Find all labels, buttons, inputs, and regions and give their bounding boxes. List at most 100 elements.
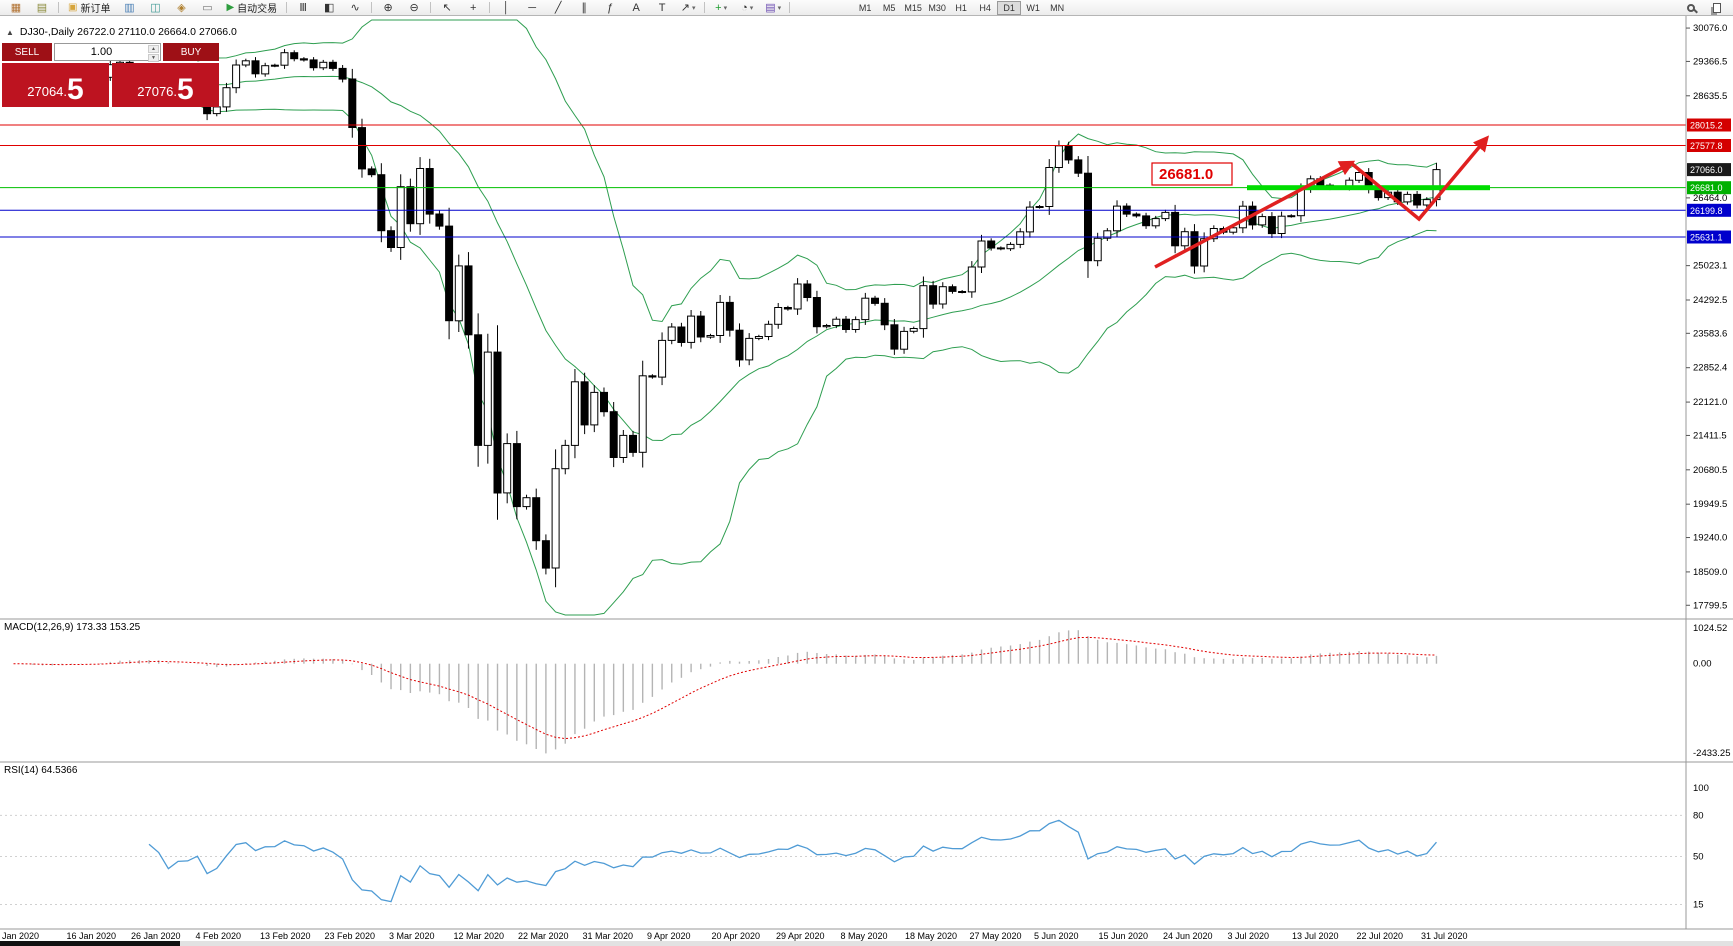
toolbar-separator bbox=[489, 2, 491, 13]
candle-body bbox=[222, 87, 231, 108]
candle-body bbox=[938, 286, 947, 305]
trend-arrow-2[interactable] bbox=[1349, 135, 1490, 222]
periods-icon: ◔ bbox=[741, 1, 748, 14]
autotrading-button[interactable]: ▶ 自动交易 bbox=[220, 1, 283, 15]
dropdown-arrow-icon: ▾ bbox=[749, 4, 754, 12]
cursor-icon: ↖ bbox=[442, 2, 452, 14]
zoom-out-icon: ⊖ bbox=[409, 2, 419, 14]
timeframe-h1[interactable]: H1 bbox=[955, 2, 967, 13]
new-order-button[interactable]: ▣ 新订单 bbox=[62, 1, 116, 15]
timeframe-d1[interactable]: D1 bbox=[997, 0, 1022, 15]
zoom-out-icon[interactable]: ⊖ bbox=[401, 1, 427, 15]
candlestick-type-icon[interactable]: ◧ bbox=[316, 1, 342, 15]
candle-body bbox=[1161, 211, 1170, 220]
profiles-icon[interactable]: ▤ bbox=[29, 1, 55, 15]
navigator-icon[interactable]: ◈ bbox=[168, 1, 194, 15]
trendline-icon[interactable]: ╱ bbox=[545, 1, 571, 15]
price-tag-label: 26199.8 bbox=[1690, 206, 1723, 216]
timeframe-w1[interactable]: W1 bbox=[1026, 2, 1040, 13]
timeframe-h4[interactable]: H4 bbox=[979, 2, 991, 13]
buy-button[interactable]: BUY bbox=[163, 43, 219, 61]
date-axis-label: 9 Apr 2020 bbox=[647, 931, 691, 941]
macd-axis-label: -2433.25 bbox=[1693, 748, 1731, 759]
candle-body bbox=[900, 330, 909, 350]
candle-body bbox=[570, 381, 579, 446]
date-axis-label: 23 Feb 2020 bbox=[325, 931, 376, 941]
candle-body bbox=[251, 60, 260, 75]
candle-body bbox=[764, 323, 773, 337]
candle-body bbox=[967, 266, 976, 293]
date-axis-label: 15 Jun 2020 bbox=[1099, 931, 1149, 941]
date-axis-label: 27 May 2020 bbox=[970, 931, 1022, 941]
toolbar-separator bbox=[371, 2, 373, 13]
timeframe-mn[interactable]: MN bbox=[1050, 2, 1065, 13]
candle-body bbox=[1084, 172, 1092, 262]
candle-body bbox=[1054, 145, 1063, 169]
timeframe-m15[interactable]: M15 bbox=[904, 2, 922, 13]
toolbar-separator bbox=[58, 2, 59, 13]
price-annotation-box[interactable] bbox=[1151, 162, 1233, 186]
arrows-icon[interactable]: ↗ ▾ bbox=[675, 1, 701, 15]
candle-body bbox=[600, 391, 608, 413]
volume-steppers: ▲ ▼ bbox=[148, 45, 159, 62]
candle-body bbox=[754, 336, 763, 339]
timeframe-m1[interactable]: M1 bbox=[858, 2, 872, 13]
candle-body bbox=[745, 337, 754, 361]
data-window-icon[interactable]: ◫ bbox=[142, 1, 168, 15]
timeframe-m5[interactable]: M5 bbox=[882, 2, 896, 13]
fibonacci-icon[interactable]: ƒ bbox=[597, 1, 623, 15]
price-annotation-text: 26681.0 bbox=[1159, 166, 1213, 183]
vertical-line-icon[interactable]: │ bbox=[493, 1, 519, 15]
toolbar-separator bbox=[286, 2, 288, 13]
candle-body bbox=[551, 468, 560, 569]
periods-icon[interactable]: ◔ ▾ bbox=[734, 1, 760, 15]
price-axis-label: 19949.5 bbox=[1693, 499, 1727, 510]
support-highlight-segment[interactable] bbox=[1247, 185, 1490, 191]
line-chart-type-icon[interactable]: ∿ bbox=[342, 1, 368, 15]
channel-icon[interactable]: ∥ bbox=[571, 1, 597, 15]
dropdown-arrow-icon: ▾ bbox=[723, 4, 728, 12]
volume-up-button[interactable]: ▲ bbox=[148, 45, 159, 53]
volume-down-button[interactable]: ▼ bbox=[148, 54, 159, 62]
indicators-icon[interactable]: + ▾ bbox=[708, 1, 734, 15]
candle-body bbox=[1045, 167, 1054, 207]
horizontal-line-icon[interactable]: ─ bbox=[519, 1, 545, 15]
candle-body bbox=[948, 286, 957, 292]
price-tag bbox=[1687, 203, 1731, 217]
candle-body bbox=[541, 540, 550, 569]
cursor-icon[interactable]: ↖ bbox=[434, 1, 460, 15]
date-axis-label: 24 Jun 2020 bbox=[1163, 931, 1213, 941]
label-icon: T bbox=[658, 1, 666, 14]
templates-icon[interactable]: ▤ ▾ bbox=[760, 1, 786, 15]
search-icon[interactable] bbox=[1678, 1, 1704, 15]
window-list-icon[interactable] bbox=[1704, 1, 1730, 15]
collapse-panel-icon[interactable]: ▲ bbox=[6, 27, 14, 37]
bar-chart-type-icon[interactable]: Ⅲ bbox=[290, 1, 316, 15]
candle-body bbox=[1025, 206, 1034, 233]
trend-arrow-1[interactable] bbox=[1154, 160, 1356, 269]
candle-body bbox=[1171, 211, 1180, 247]
volume-input[interactable] bbox=[55, 44, 160, 60]
zoom-in-icon[interactable]: ⊕ bbox=[375, 1, 401, 15]
new-chart-icon[interactable]: ▦ bbox=[3, 1, 29, 15]
candle-body bbox=[464, 265, 473, 336]
candle-body bbox=[706, 335, 715, 338]
label-icon[interactable]: T bbox=[649, 1, 675, 15]
market-watch-icon[interactable]: ▥ bbox=[116, 1, 142, 15]
terminal-icon[interactable]: ▭ bbox=[194, 1, 220, 15]
date-axis-label: 16 Jan 2020 bbox=[67, 931, 117, 941]
candle-body bbox=[270, 64, 279, 67]
sell-button[interactable]: SELL bbox=[2, 43, 52, 61]
timeframe-m30[interactable]: M30 bbox=[928, 2, 946, 13]
crosshair-icon[interactable]: + bbox=[460, 1, 486, 15]
toolbar-separator bbox=[704, 2, 706, 13]
candle-body bbox=[280, 52, 289, 66]
buy-price-button[interactable]: 27076. 5 bbox=[112, 63, 219, 107]
arrows-icon: ↗ bbox=[680, 2, 690, 14]
buy-price-main: 27076. bbox=[137, 84, 178, 99]
text-icon[interactable]: A bbox=[623, 1, 649, 15]
candle-body bbox=[696, 315, 705, 338]
rsi-indicator-title: RSI(14) 64.5366 bbox=[4, 765, 78, 776]
candle-body bbox=[783, 307, 792, 310]
sell-price-button[interactable]: 27064. 5 bbox=[2, 63, 109, 107]
